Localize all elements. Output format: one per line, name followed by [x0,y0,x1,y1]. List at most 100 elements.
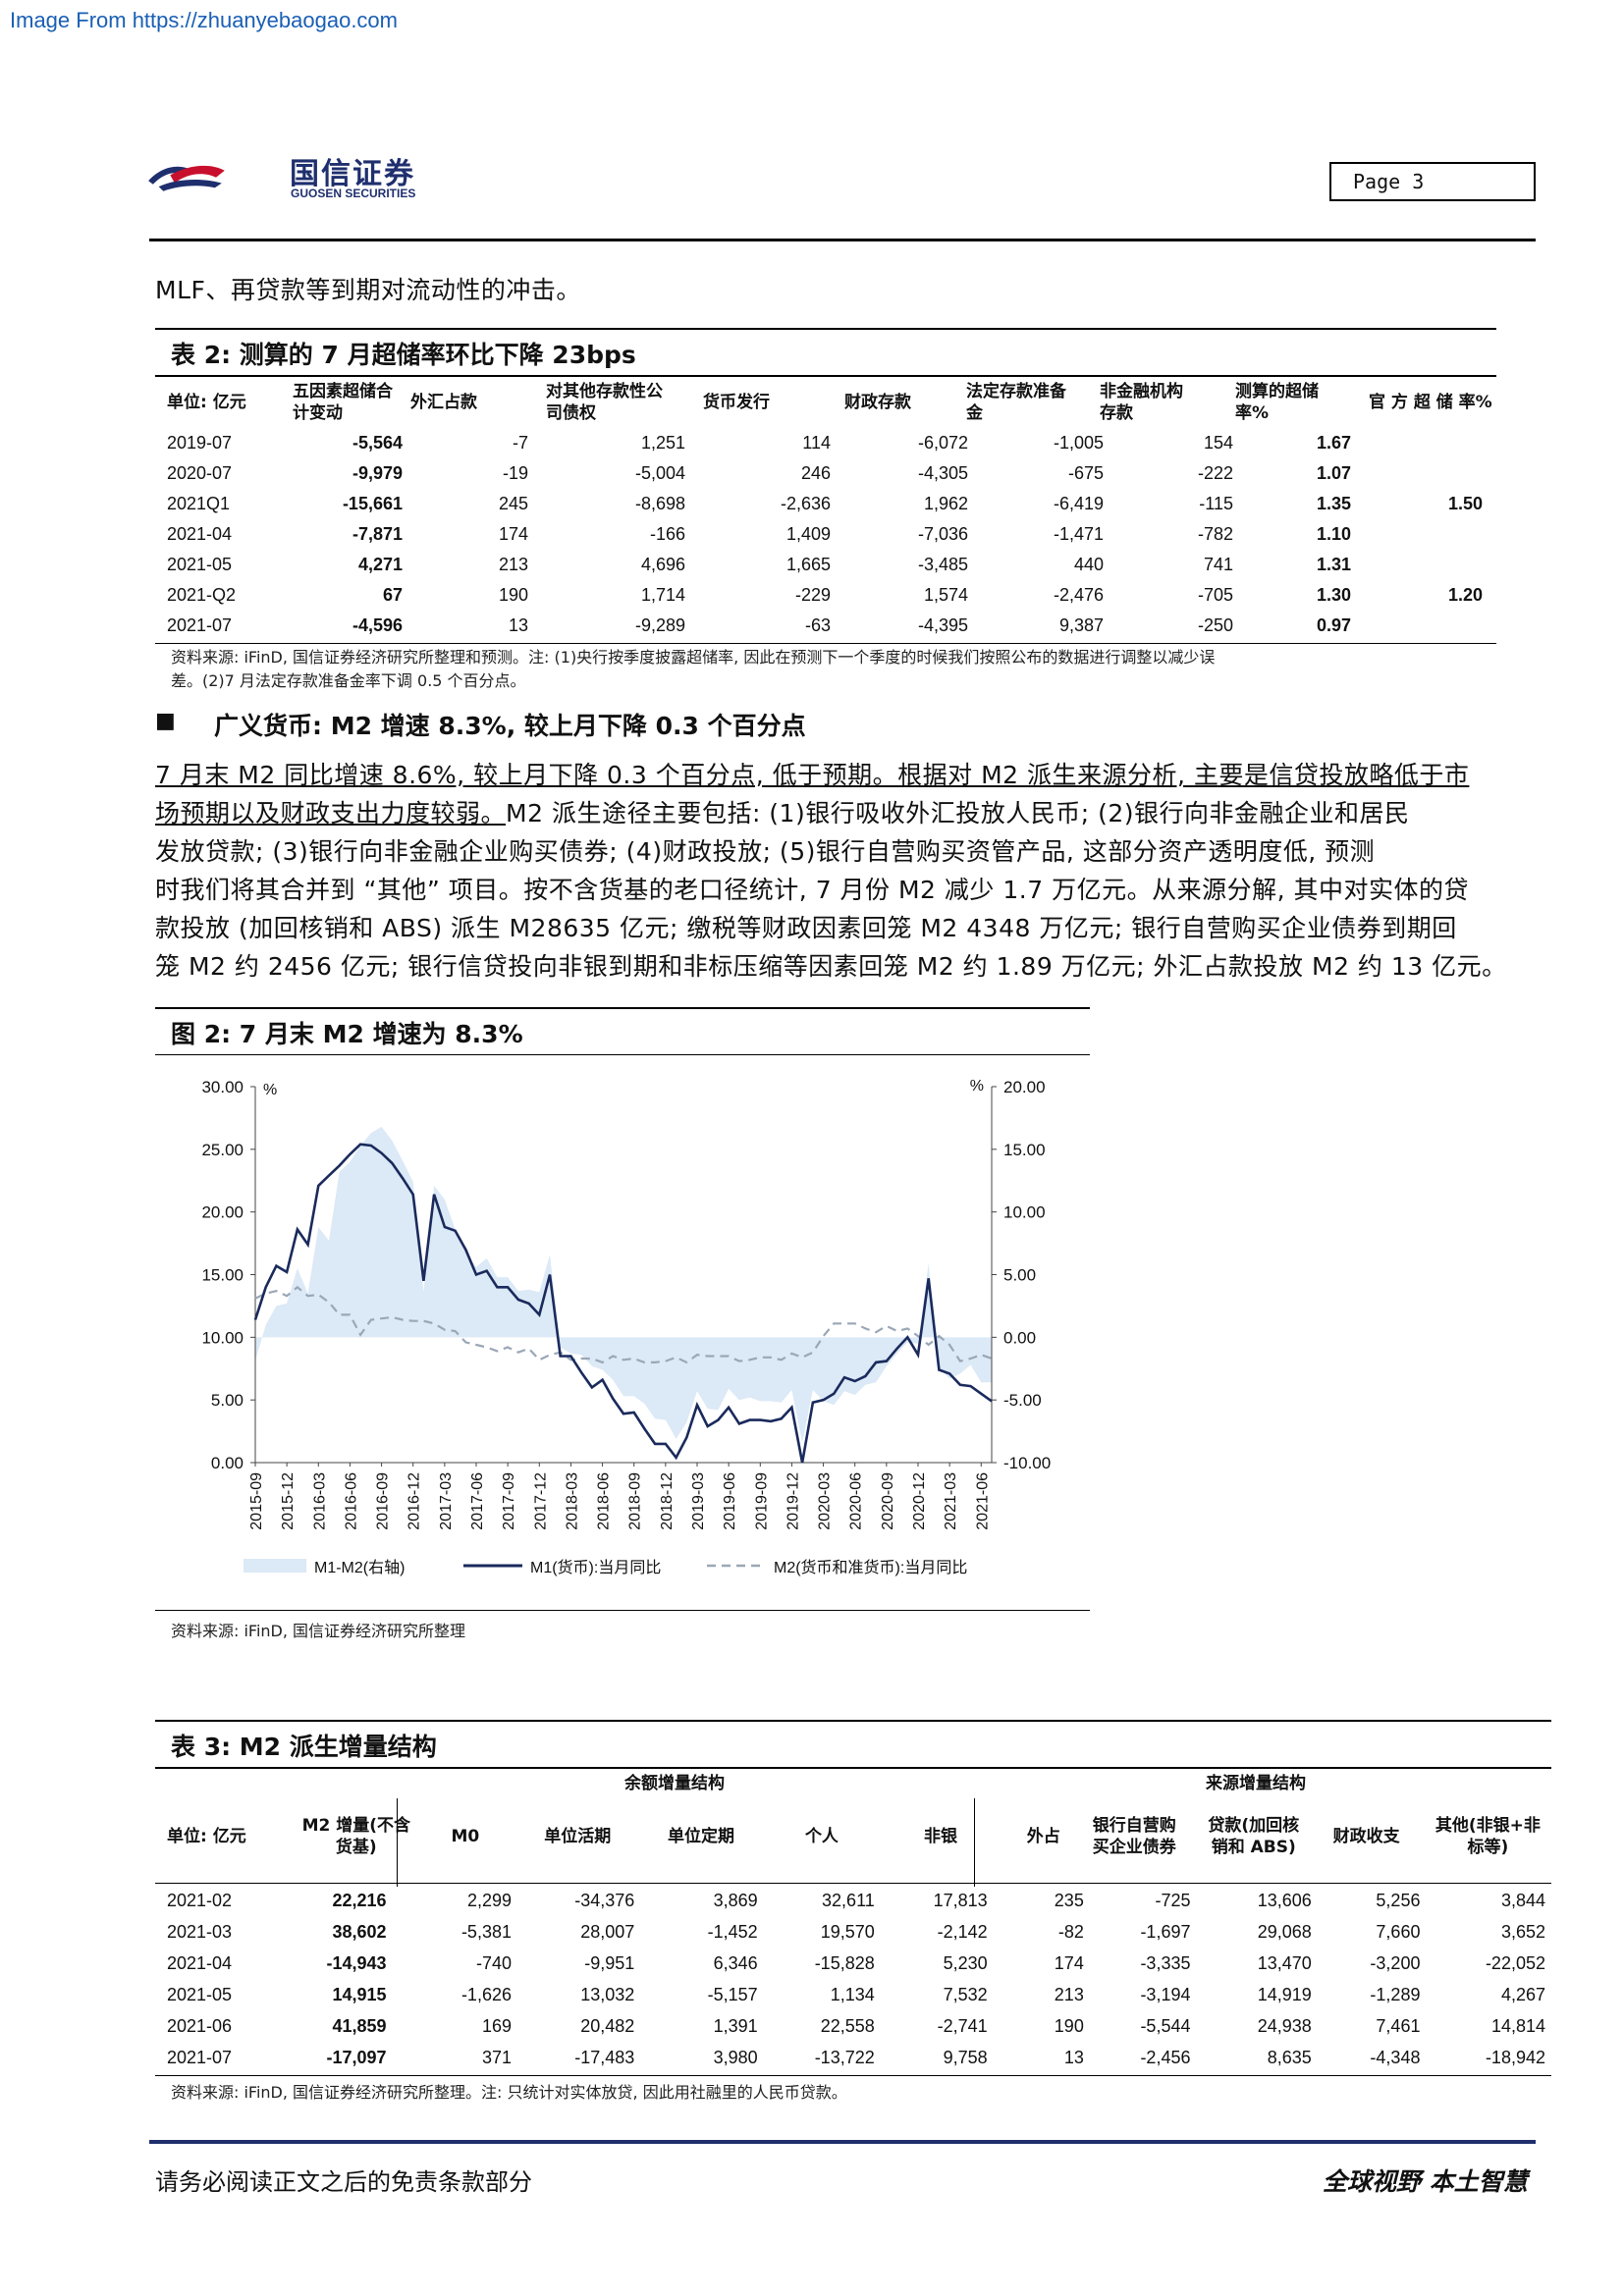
table3-cell: -3,194 [1140,1984,1191,2004]
x-tick-label: 2018-03 [564,1472,580,1530]
table3-header-bonds: 银行自营购买企业债券 [1092,1816,1176,1857]
series-line-m1 [253,1143,993,1464]
table2-row: 2021-Q2 67 190 1,714 -229 1,574 -2,476 -705 1.30… [167,580,1483,611]
table3-cell: 1,134 [830,1984,875,2004]
table2-cell: -2,636 [780,494,831,513]
table3-body-top-rule [155,1883,1551,1884]
left-tick-label: 0.00 [211,1454,244,1472]
table3-cell: 3,869 [713,1890,758,1910]
table2-cell: 1,251 [640,433,685,453]
table3-cell: -1,626 [460,1984,512,2004]
right-tick-label: 5.00 [1003,1266,1036,1285]
table2-cell: 1,714 [640,585,685,605]
x-tick-label: 2021-03 [943,1472,959,1530]
table2-cell: 1,962 [923,494,968,513]
table2-cell: -4,596 [352,615,403,635]
table2-header-currency: 货币发行 [703,393,770,412]
table3-cell: -1,289 [1370,1984,1421,2004]
table3-cell: 5,256 [1376,1890,1421,1910]
table3-cell: 17,813 [933,1890,988,1910]
table3-cell: 41,859 [332,2015,387,2036]
page-number-box: Page 3 [1329,162,1536,201]
table3-row: 2021-07 -17,097 371 -17,483 3,980 -13,722 9,75… [167,2042,1545,2073]
table2-header-rule [155,375,1496,377]
table2-cell [1351,519,1483,550]
series-line-m2 [254,1285,993,1364]
table3-header-unit: 单位: 亿元 [167,1827,246,1846]
paragraph: 7 月末 M2 同比增速 8.6%, 较上月下降 0.3 个百分点, 低于预期。… [155,756,1540,986]
x-tick-label: 2019-06 [722,1472,738,1530]
table3-cell: 28,007 [580,1921,635,1942]
table2-cell: 1.30 [1316,585,1351,605]
right-tick-label: 15.00 [1003,1141,1046,1159]
table2-body: 2019-07 -5,564 -7 1,251 114 -6,072 -1,005 154 1.… [167,428,1483,641]
table2-row: 2021-05 4,271 213 4,696 1,665 -3,485 440 741 1.3… [167,550,1483,580]
figure2-title: 图 2: 7 月末 M2 增速为 8.3% [171,1020,523,1048]
table3-header: 单位: 亿元 M2 增量(不含货基) M0 单位活期 单位定期 个人 非银 外占… [167,1792,1545,1881]
table3-cell: -5,544 [1140,2015,1191,2036]
table2-cell: -15,661 [342,494,403,513]
table3-cell: 235 [1054,1890,1084,1910]
table3-cell: 2021-07 [167,2047,233,2067]
table3-cell: 169 [481,2015,512,2036]
table3-cell: -3,335 [1140,1952,1191,1973]
left-tick-label: 25.00 [201,1141,244,1159]
table3-cell: -1,697 [1140,1921,1191,1942]
table3-header-loans: 贷款(加回核销和 ABS) [1208,1816,1300,1857]
table3-cell: 13,470 [1257,1952,1312,1973]
source-watermark[interactable]: Image From https://zhuanyebaogao.com [10,8,398,32]
table3-cell: -2,456 [1140,2047,1191,2067]
table3-divider-1 [397,1798,398,1887]
legend-swatch-area [244,1559,306,1573]
table2-cell: 2020-07 [167,463,233,483]
table3-cell: 22,558 [820,2015,875,2036]
table3-body: 2021-02 22,216 2,299 -34,376 3,869 32,611 17,8… [167,1885,1545,2073]
section-title: 广义货币: M2 增速 8.3%, 较上月下降 0.3 个百分点 [214,712,806,740]
x-tick-label: 2017-09 [501,1472,517,1530]
table3-row: 2021-05 14,915 -1,626 13,032 -5,157 1,134 7,53… [167,1979,1545,2010]
table2-cell: -1,005 [1053,433,1104,453]
table2-cell: -19 [502,463,528,483]
table3-cell: 174 [1054,1952,1084,1973]
table3-cell: -34,376 [574,1890,635,1910]
table3-cell: 20,482 [580,2015,635,2036]
table2-cell: 174 [498,524,528,544]
table2-cell: 2021-05 [167,555,233,574]
table2-cell: -115 [1199,494,1233,513]
footer-disclaimer: 请务必阅读正文之后的免责条款部分 [155,2168,532,2196]
table2-row: 2020-07 -9,979 -19 -5,004 246 -4,305 -675 -222 1… [167,458,1483,489]
table2-header-official: 官 方 超 储 率% [1369,393,1492,412]
table2-bottom-rule [155,643,1496,644]
table2-cell: 4,696 [640,555,685,574]
x-tick-label: 2015-12 [280,1472,297,1530]
table2-cell: 1.67 [1316,433,1351,453]
table2-cell: 4,271 [357,555,403,574]
table3-cell: 38,602 [332,1921,387,1942]
table3-cell: 6,346 [713,1952,758,1973]
table2-source-line1: 资料来源: iFinD, 国信证券经济研究所整理和预测。注: (1)央行按季度披… [171,648,1216,667]
table3-header-personal: 个人 [804,1827,839,1846]
table3-cell: 13,032 [580,1984,635,2004]
figure2-bottom-rule [155,1610,1090,1611]
table2-cell: 2021-04 [167,524,233,544]
table2-cell: -63 [804,615,831,635]
table2-cell: 154 [1203,433,1233,453]
paragraph-line1: 7 月末 M2 同比增速 8.6%, 较上月下降 0.3 个百分点, 低于预期。… [155,761,1470,789]
x-tick-label: 2016-09 [375,1472,392,1530]
left-tick-label: 5.00 [211,1391,244,1410]
table3-cell: 190 [1054,2015,1084,2036]
table2-header-est: 测算的超储率% [1235,382,1319,423]
table2-source-line2: 差。(2)7 月法定存款准备金率下调 0.5 个百分点。 [171,671,526,690]
x-tick-label: 2016-12 [406,1472,423,1530]
table3-cell: -2,741 [937,2015,988,2036]
table2-cell: -9,289 [634,615,685,635]
table3-cell: -2,142 [937,1921,988,1942]
table3-cell: 213 [1054,1984,1084,2004]
table2-cell: 245 [498,494,528,513]
table2-cell: -6,072 [917,433,968,453]
table2-header-claims: 对其他存款性公司债权 [546,382,663,423]
table3-cell: -3,200 [1370,1952,1421,1973]
table3-cell: 7,532 [943,1984,988,2004]
table2-cell: -4,305 [917,463,968,483]
table2-cell: 1.10 [1316,524,1351,544]
